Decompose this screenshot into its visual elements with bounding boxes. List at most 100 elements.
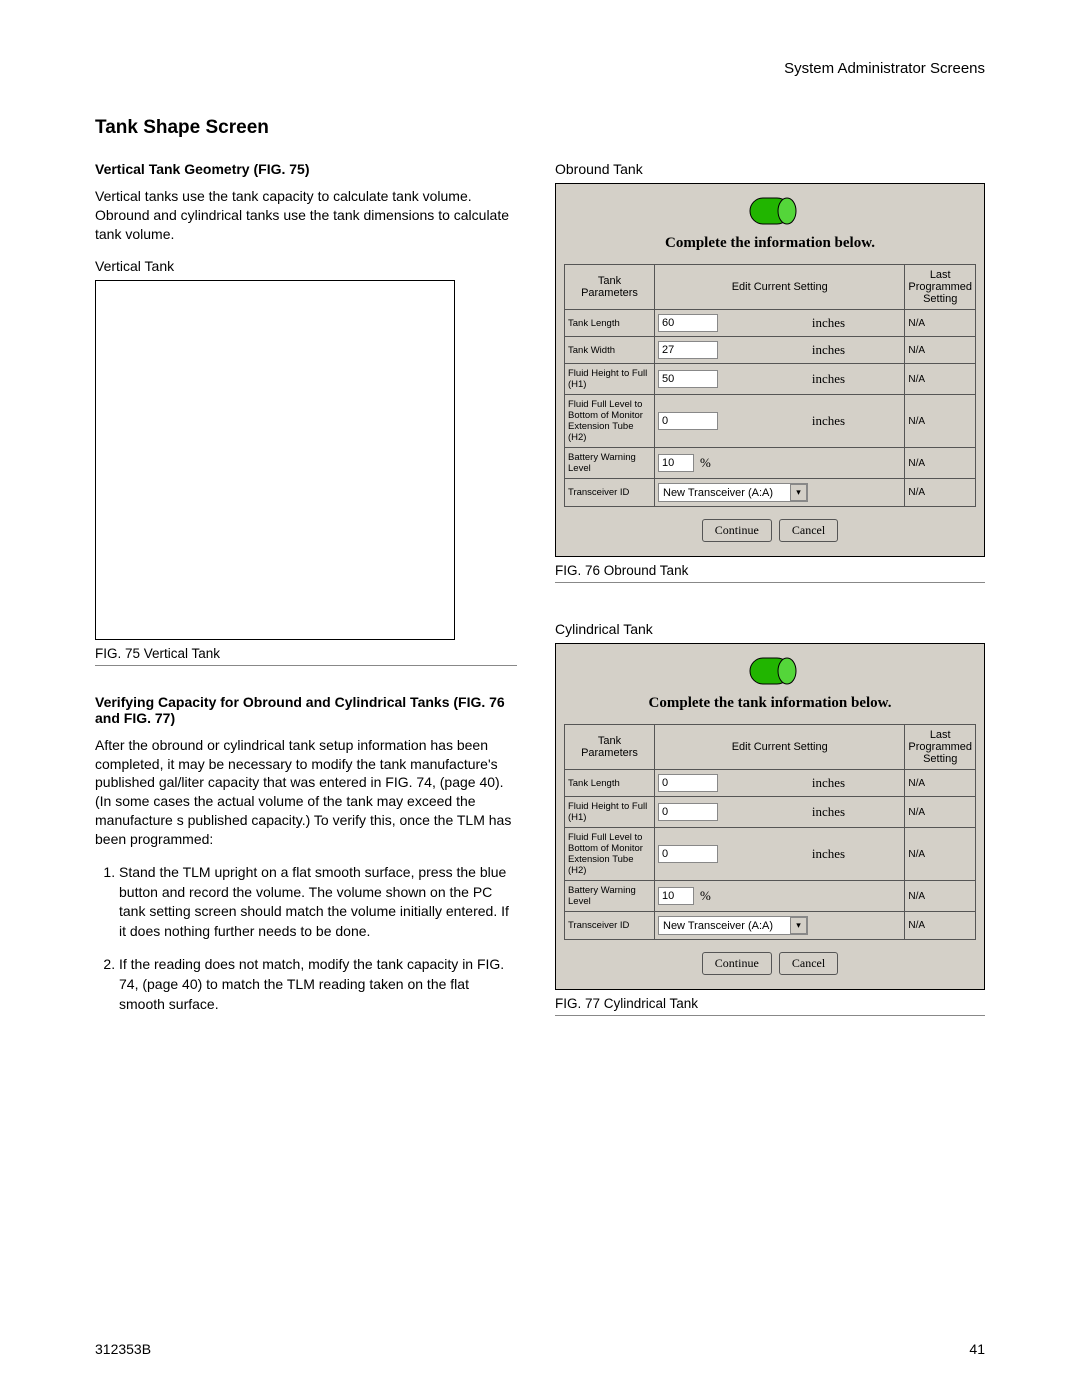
cyl-row-last: N/A xyxy=(905,912,976,940)
cyl-row-label: Transceiver ID xyxy=(565,912,655,940)
obround-row: Tank Width inches N/A xyxy=(565,337,976,364)
left-column: Vertical Tank Geometry (FIG. 75) Vertica… xyxy=(95,161,517,1044)
obround-param-table: Tank Parameters Edit Current Setting Las… xyxy=(564,264,976,507)
unit-cell: inches xyxy=(803,770,905,797)
unit-label: % xyxy=(694,888,711,904)
dialog-obround-title: Complete the information below. xyxy=(564,235,976,252)
obround-row-last: N/A xyxy=(905,479,976,507)
obround-row-last: N/A xyxy=(905,448,976,479)
obround-input[interactable] xyxy=(658,454,694,472)
cyl-input[interactable] xyxy=(658,774,718,792)
transceiver-combo[interactable]: New Transceiver (A:A)▾ xyxy=(658,483,808,502)
procedure-list: Stand the TLM upright on a flat smooth s… xyxy=(95,863,517,1014)
unit-cell: inches xyxy=(803,310,905,337)
cyl-input[interactable] xyxy=(658,845,718,863)
obround-row-label: Battery Warning Level xyxy=(565,448,655,479)
tank-icon xyxy=(564,196,976,229)
cyl-row-label: Battery Warning Level xyxy=(565,881,655,912)
obround-row: Tank Length inchesN/A xyxy=(565,310,976,337)
unit-cell: inches xyxy=(803,364,905,395)
chevron-down-icon[interactable]: ▾ xyxy=(790,484,807,501)
cyl-row-label: Fluid Full Level to Bottom of Monitor Ex… xyxy=(565,828,655,881)
combo-value: New Transceiver (A:A) xyxy=(659,487,790,499)
cyl-param-table: Tank Parameters Edit Current Setting Las… xyxy=(564,724,976,940)
unit-cell: inches xyxy=(803,828,905,881)
cancel-button[interactable]: Cancel xyxy=(779,952,838,975)
obround-input[interactable] xyxy=(658,370,718,388)
cyl-row-label: Fluid Height to Full (H1) xyxy=(565,797,655,828)
dialog-obround: Complete the information below. Tank Par… xyxy=(555,183,985,557)
chevron-down-icon[interactable]: ▾ xyxy=(790,917,807,934)
obround-row-setting: New Transceiver (A:A)▾ xyxy=(655,479,905,507)
procedure-step-2: If the reading does not match, modify th… xyxy=(119,955,517,1014)
obround-row-label: Transceiver ID xyxy=(565,479,655,507)
cyl-row: Fluid Height to Full (H1)inchesN/A xyxy=(565,797,976,828)
unit-cell: inches xyxy=(803,797,905,828)
obround-row: Transceiver IDNew Transceiver (A:A)▾N/A xyxy=(565,479,976,507)
cyl-row-setting: % xyxy=(655,881,905,912)
cyl-row: Transceiver IDNew Transceiver (A:A)▾ N/A xyxy=(565,912,976,940)
label-vertical-tank: Vertical Tank xyxy=(95,258,517,274)
cyl-row-setting: New Transceiver (A:A)▾ xyxy=(655,912,905,940)
obround-row-last: N/A xyxy=(905,395,976,448)
obround-row-label: Tank Width xyxy=(565,337,655,364)
figure-75-placeholder xyxy=(95,280,455,640)
unit-label: inches xyxy=(806,371,845,386)
col-params: Tank Parameters xyxy=(565,725,655,770)
cyl-input[interactable] xyxy=(658,887,694,905)
subhead-verify-capacity: Verifying Capacity for Obround and Cylin… xyxy=(95,694,517,726)
obround-row: Fluid Height to Full (H1) inches N/A xyxy=(565,364,976,395)
unit-label: inches xyxy=(806,846,845,861)
paragraph-verify-desc: After the obround or cylindrical tank se… xyxy=(95,736,517,849)
unit-label: inches xyxy=(806,804,845,819)
dialog-cylindrical: Complete the tank information below. Tan… xyxy=(555,643,985,990)
unit-label: inches xyxy=(806,413,845,428)
obround-row-last: N/A xyxy=(905,310,976,337)
caption-fig-77: FIG. 77 Cylindrical Tank xyxy=(555,996,985,1016)
obround-row-setting xyxy=(655,337,803,364)
obround-row-label: Tank Length xyxy=(565,310,655,337)
page-title: Tank Shape Screen xyxy=(95,117,985,139)
obround-input[interactable] xyxy=(658,341,718,359)
col-last: Last Programmed Setting xyxy=(905,265,976,310)
obround-row-label: Fluid Height to Full (H1) xyxy=(565,364,655,395)
obround-row-setting xyxy=(655,310,803,337)
cancel-button[interactable]: Cancel xyxy=(779,519,838,542)
cyl-row-last: N/A xyxy=(905,770,976,797)
obround-row-last: N/A xyxy=(905,337,976,364)
label-cylindrical-tank: Cylindrical Tank xyxy=(555,621,985,637)
cyl-row: Battery Warning Level%N/A xyxy=(565,881,976,912)
cyl-row-last: N/A xyxy=(905,828,976,881)
obround-input[interactable] xyxy=(658,412,718,430)
footer-doc-id: 312353B xyxy=(95,1341,151,1357)
continue-button[interactable]: Continue xyxy=(702,519,772,542)
unit-label: inches xyxy=(806,342,845,357)
cyl-row: Fluid Full Level to Bottom of Monitor Ex… xyxy=(565,828,976,881)
unit-label: inches xyxy=(806,775,845,790)
cyl-input[interactable] xyxy=(658,803,718,821)
footer-page-num: 41 xyxy=(969,1341,985,1357)
obround-row: Battery Warning Level%N/A xyxy=(565,448,976,479)
header-section: System Administrator Screens xyxy=(95,60,985,77)
procedure-step-1: Stand the TLM upright on a flat smooth s… xyxy=(119,863,517,941)
dialog-cyl-title: Complete the tank information below. xyxy=(564,695,976,712)
obround-row-setting xyxy=(655,395,803,448)
obround-row-label: Fluid Full Level to Bottom of Monitor Ex… xyxy=(565,395,655,448)
col-params: Tank Parameters xyxy=(565,265,655,310)
obround-row: Fluid Full Level to Bottom of Monitor Ex… xyxy=(565,395,976,448)
obround-input[interactable] xyxy=(658,314,718,332)
col-edit: Edit Current Setting xyxy=(655,265,905,310)
obround-row-setting xyxy=(655,364,803,395)
paragraph-vertical-desc: Vertical tanks use the tank capacity to … xyxy=(95,187,517,244)
tank-icon xyxy=(564,656,976,689)
continue-button[interactable]: Continue xyxy=(702,952,772,975)
obround-row-setting: % xyxy=(655,448,905,479)
cyl-row: Tank LengthinchesN/A xyxy=(565,770,976,797)
col-last: Last Programmed Setting xyxy=(905,725,976,770)
caption-fig-76: FIG. 76 Obround Tank xyxy=(555,563,985,583)
right-column: Obround Tank Complete the information be… xyxy=(555,161,985,1044)
obround-row-last: N/A xyxy=(905,364,976,395)
transceiver-combo[interactable]: New Transceiver (A:A)▾ xyxy=(658,916,808,935)
unit-cell: inches xyxy=(803,337,905,364)
cyl-row-setting xyxy=(655,828,803,881)
